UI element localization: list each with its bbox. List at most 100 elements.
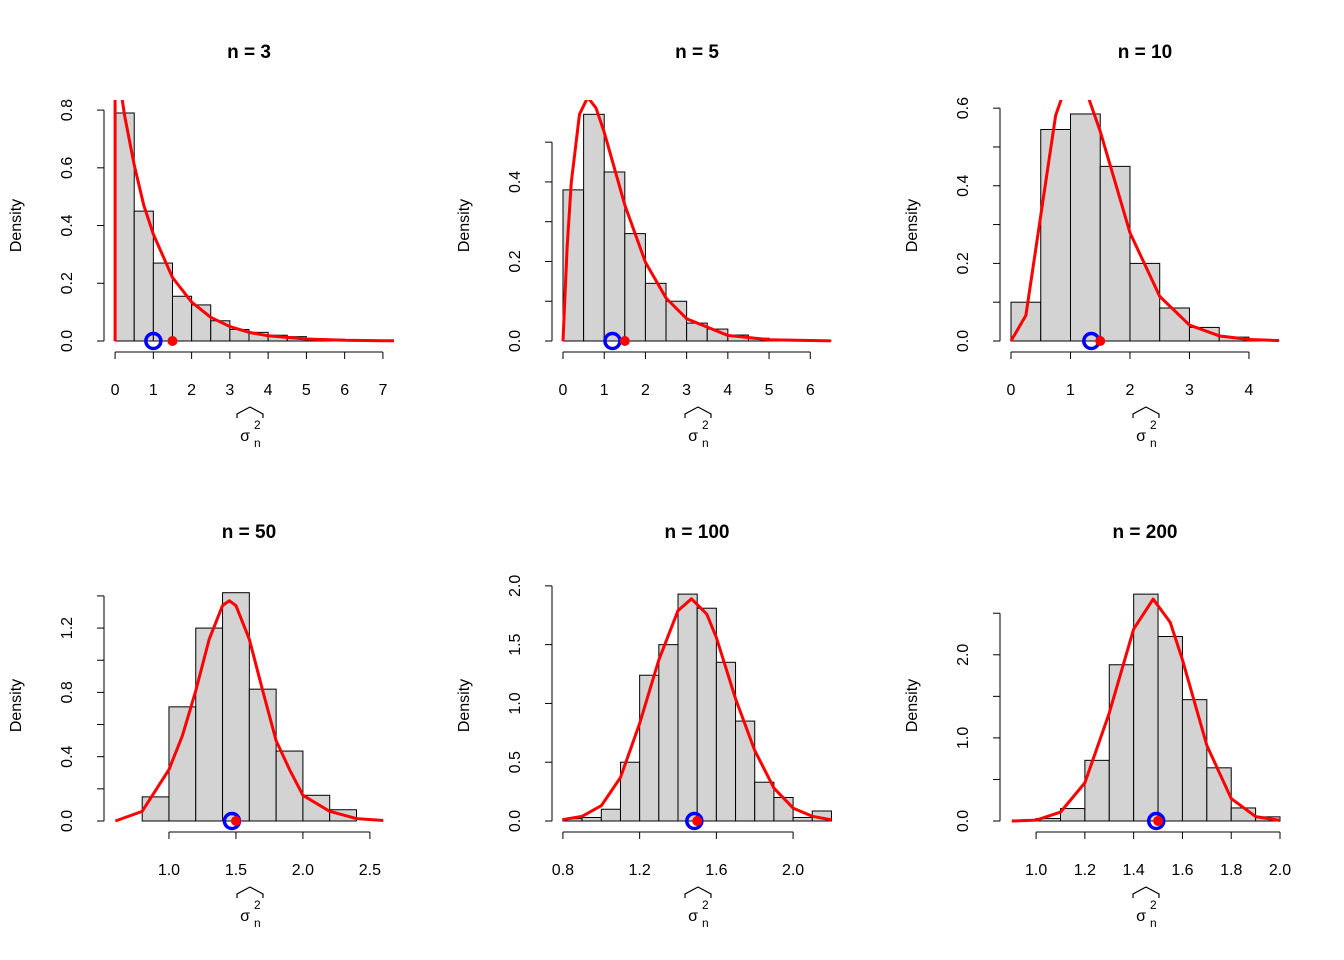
x-tick-label: 5	[302, 382, 311, 399]
x-tick-label: 1.0	[158, 862, 180, 879]
x-tick-label: 4	[264, 382, 273, 399]
x-tick-label: 1	[149, 382, 158, 399]
y-axis-label: Density	[8, 199, 25, 252]
chart-title: n = 10	[1118, 42, 1172, 63]
x-axis-label-sup: 2	[1150, 898, 1157, 912]
x-axis-label-sub: n	[1150, 916, 1157, 930]
x-axis-label: σ	[688, 908, 698, 925]
chart-title: n = 3	[227, 42, 271, 63]
density-curve	[562, 597, 832, 822]
bar	[1133, 593, 1159, 822]
x-axis-label-sub: n	[702, 916, 709, 930]
panel: n = 200 1.0 1.2 1.4 1.6 1.8 2.0 0.0 1.0 2.0 Densit…	[904, 522, 1291, 930]
y-tick-label: 0.0	[507, 330, 524, 352]
x-axis-label-sub: n	[254, 916, 261, 930]
x-tick-label: 2	[641, 382, 650, 399]
bar	[141, 796, 170, 822]
y-axis-label: Density	[904, 199, 921, 252]
y-tick-label: 1.0	[507, 692, 524, 714]
bar	[1129, 262, 1161, 342]
y-tick-label: 2.0	[507, 575, 524, 597]
y-tick-label: 1.2	[59, 617, 76, 639]
bar	[1159, 307, 1190, 342]
x-axis-label-hat	[236, 406, 264, 418]
x-axis-label-hat	[684, 886, 712, 898]
y-axis-label: Density	[8, 679, 25, 732]
bar	[583, 113, 605, 342]
x-tick-label: 0	[1007, 382, 1016, 399]
x-tick-label: 5	[765, 382, 774, 399]
x-tick-label: 2.0	[292, 862, 314, 879]
bar	[152, 262, 173, 342]
x-axis-label-sup: 2	[1150, 418, 1157, 432]
panel: n = 100 0.8 1.2 1.6 2.0 0.0 0.5 1.0 1.5 2.0 Densit…	[456, 522, 832, 930]
marker-dot	[1095, 336, 1106, 346]
chart-title: n = 200	[1113, 522, 1178, 543]
marker-dot	[230, 816, 241, 826]
bar	[677, 593, 698, 822]
bar	[1059, 808, 1086, 822]
x-tick-label: 3	[682, 382, 691, 399]
x-tick-label: 2.5	[359, 862, 381, 879]
y-tick-label: 0.4	[955, 175, 972, 197]
y-tick-label: 0.4	[507, 171, 524, 193]
x-axis-label-hat	[684, 406, 712, 418]
y-tick-label: 0.8	[59, 99, 76, 121]
x-axis-label: σ	[240, 428, 250, 445]
y-tick-label: 0.5	[507, 751, 524, 773]
x-tick-label: 1.4	[1123, 862, 1145, 879]
y-axis-label: Density	[456, 199, 473, 252]
bar	[1108, 664, 1135, 822]
x-axis-label-hat	[1132, 406, 1160, 418]
y-tick-label: 0.8	[59, 681, 76, 703]
x-tick-label: 7	[378, 382, 387, 399]
x-tick-label: 3	[1185, 382, 1194, 399]
bar	[1157, 636, 1183, 822]
x-tick-label: 4	[1245, 382, 1254, 399]
y-tick-label: 0.6	[955, 97, 972, 119]
y-tick-label: 2.0	[955, 644, 972, 666]
marker-dot	[167, 336, 178, 346]
density-curve	[113, 100, 394, 343]
y-tick-label: 0.2	[955, 252, 972, 274]
x-tick-label: 1.5	[225, 862, 247, 879]
bar	[754, 781, 775, 822]
chart-title: n = 50	[222, 522, 276, 543]
bar	[735, 720, 756, 822]
bar	[1188, 326, 1220, 342]
x-axis-label-sub: n	[254, 436, 261, 450]
bar	[658, 644, 679, 822]
x-tick-label: 2	[1126, 382, 1135, 399]
x-axis-label-sub: n	[702, 436, 709, 450]
y-tick-label: 0.6	[59, 157, 76, 179]
y-tick-label: 1.0	[955, 727, 972, 749]
marker-ring	[144, 331, 163, 351]
marker-dot	[692, 816, 703, 826]
y-tick-label: 0.0	[955, 330, 972, 352]
x-tick-label: 4	[723, 382, 732, 399]
chart-title: n = 100	[665, 522, 730, 543]
x-tick-label: 1.6	[705, 862, 727, 879]
y-tick-label: 0.0	[955, 810, 972, 832]
bar	[1040, 128, 1071, 342]
x-tick-label: 1.0	[1025, 862, 1047, 879]
chart-title: n = 5	[675, 42, 719, 63]
x-axis-label-sub: n	[1150, 436, 1157, 450]
density-curve	[1011, 597, 1281, 823]
x-axis-label-hat	[1132, 886, 1160, 898]
marker-dot	[1153, 816, 1164, 826]
density-curve	[561, 100, 831, 343]
x-tick-label: 0.8	[552, 862, 574, 879]
y-axis-label: Density	[456, 679, 473, 732]
x-axis-label-sup: 2	[254, 418, 261, 432]
x-tick-label: 6	[340, 382, 349, 399]
x-tick-label: 1.2	[1074, 862, 1096, 879]
x-tick-label: 1.2	[629, 862, 651, 879]
y-axis-label: Density	[904, 679, 921, 732]
x-tick-label: 1.8	[1220, 862, 1242, 879]
x-tick-label: 0	[111, 382, 120, 399]
x-axis-label-sup: 2	[702, 418, 709, 432]
